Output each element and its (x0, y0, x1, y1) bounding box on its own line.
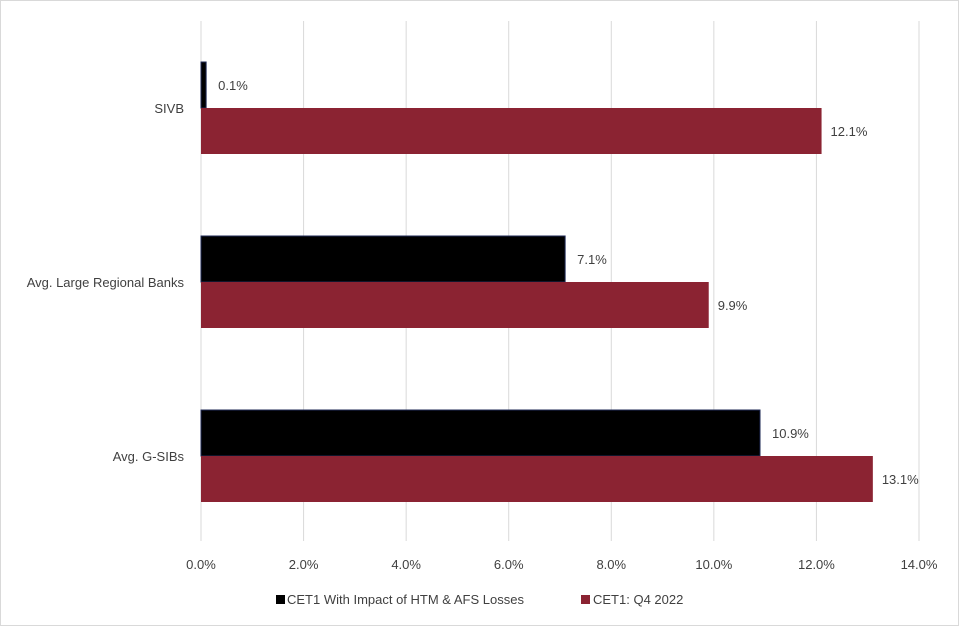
legend-swatch (276, 595, 285, 604)
data-labels: 0.1% 12.1% 7.1% 9.9% 10.9% 13.1% (218, 78, 919, 487)
x-tick-label: 10.0% (695, 557, 732, 572)
x-tick-label: 12.0% (798, 557, 835, 572)
bar-cet1-q4-2022 (201, 108, 822, 154)
data-label: 10.9% (772, 426, 809, 441)
legend: CET1 With Impact of HTM & AFS Losses CET1… (276, 592, 683, 607)
data-label: 9.9% (718, 298, 748, 313)
legend-label: CET1 With Impact of HTM & AFS Losses (287, 592, 524, 607)
x-tick-label: 8.0% (596, 557, 626, 572)
bar-cet1-with-losses (200, 235, 566, 283)
bars (200, 61, 873, 502)
x-tick-label: 6.0% (494, 557, 524, 572)
category-label: Avg. G-SIBs (113, 449, 185, 464)
legend-swatch (581, 595, 590, 604)
bar-cet1-q4-2022 (201, 282, 709, 328)
bar-cet1-with-losses (200, 409, 761, 457)
category-labels: SIVB Avg. Large Regional Banks Avg. G-SIBs (27, 101, 185, 464)
bar-cet1-q4-2022 (201, 456, 873, 502)
category-label: SIVB (154, 101, 184, 116)
x-tick-label: 14.0% (901, 557, 938, 572)
category-label: Avg. Large Regional Banks (27, 275, 185, 290)
x-tick-labels: 0.0% 2.0% 4.0% 6.0% 8.0% 10.0% 12.0% 14.0% (186, 557, 938, 572)
data-label: 0.1% (218, 78, 248, 93)
bar-cet1-with-losses (200, 61, 207, 109)
legend-label: CET1: Q4 2022 (593, 592, 683, 607)
data-label: 7.1% (577, 252, 607, 267)
data-label: 13.1% (882, 472, 919, 487)
x-tick-label: 0.0% (186, 557, 216, 572)
x-tick-label: 2.0% (289, 557, 319, 572)
data-label: 12.1% (831, 124, 868, 139)
x-tick-label: 4.0% (391, 557, 421, 572)
